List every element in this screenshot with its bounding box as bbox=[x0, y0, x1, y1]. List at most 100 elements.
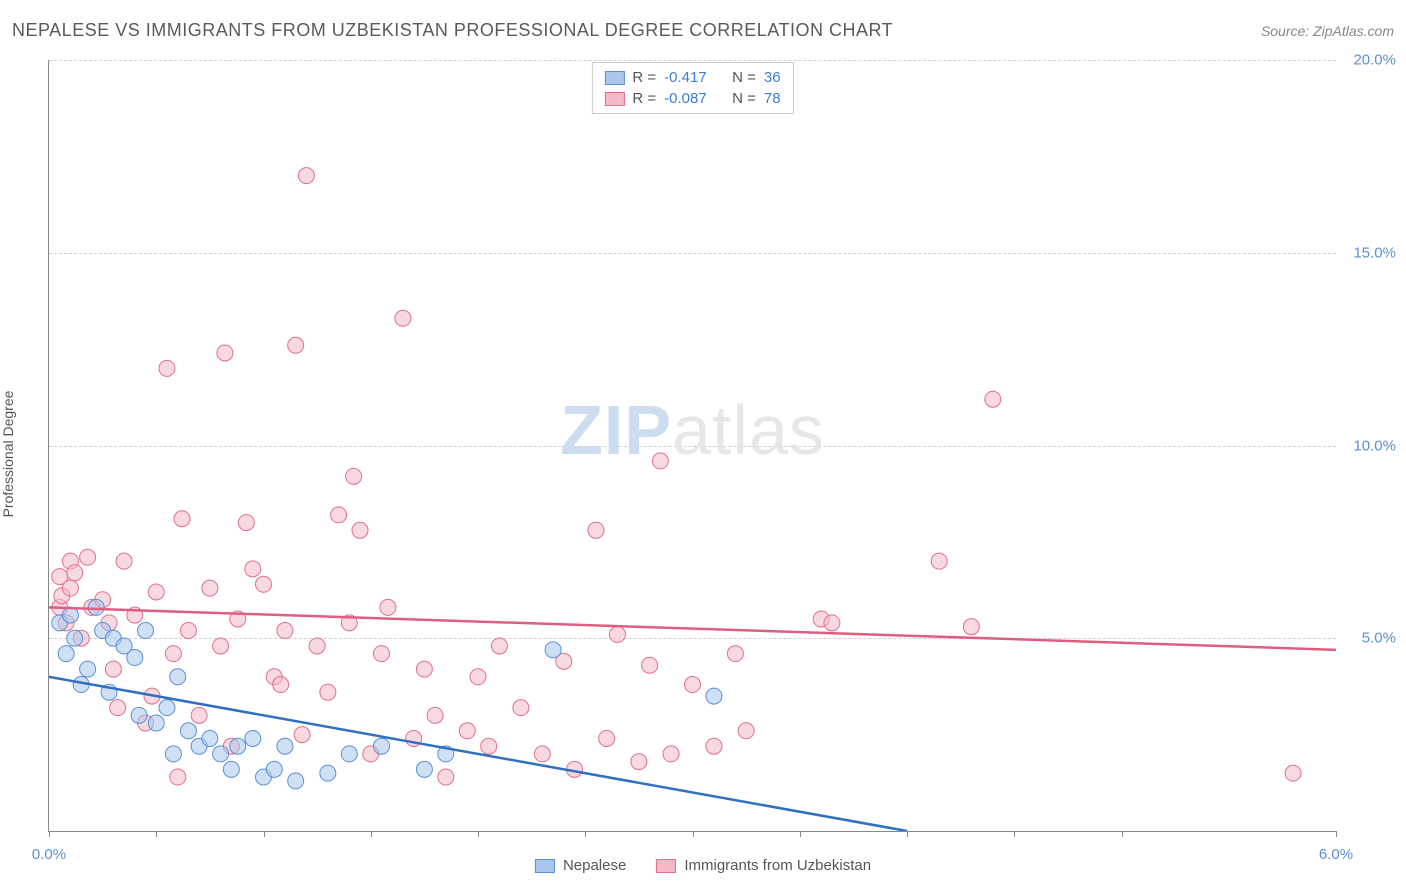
scatter-point bbox=[202, 580, 218, 596]
scatter-point bbox=[599, 730, 615, 746]
r-value: -0.087 bbox=[664, 90, 718, 107]
scatter-point bbox=[191, 707, 207, 723]
legend-series: Nepalese Immigrants from Uzbekistan bbox=[535, 857, 871, 874]
scatter-point bbox=[110, 700, 126, 716]
scatter-point bbox=[513, 700, 529, 716]
x-tick bbox=[693, 831, 694, 837]
x-tick-label: 0.0% bbox=[32, 846, 66, 863]
scatter-svg bbox=[49, 60, 1336, 831]
scatter-point bbox=[256, 576, 272, 592]
scatter-point bbox=[631, 754, 647, 770]
scatter-point bbox=[62, 580, 78, 596]
scatter-point bbox=[180, 623, 196, 639]
chart-title: NEPALESE VS IMMIGRANTS FROM UZBEKISTAN P… bbox=[12, 20, 893, 41]
scatter-point bbox=[545, 642, 561, 658]
scatter-point bbox=[652, 453, 668, 469]
scatter-point bbox=[373, 646, 389, 662]
r-label: R = bbox=[632, 90, 656, 107]
scatter-point bbox=[213, 638, 229, 654]
x-tick bbox=[800, 831, 801, 837]
chart-source: Source: ZipAtlas.com bbox=[1261, 23, 1394, 39]
scatter-point bbox=[331, 507, 347, 523]
x-tick bbox=[156, 831, 157, 837]
scatter-point bbox=[1285, 765, 1301, 781]
legend-series-item: Immigrants from Uzbekistan bbox=[656, 857, 871, 874]
scatter-point bbox=[165, 746, 181, 762]
scatter-point bbox=[459, 723, 475, 739]
scatter-point bbox=[588, 522, 604, 538]
legend-correlation-row: R = -0.087 N = 78 bbox=[604, 88, 780, 109]
x-tick bbox=[1122, 831, 1123, 837]
x-tick bbox=[264, 831, 265, 837]
n-label: N = bbox=[732, 90, 756, 107]
plot-area: ZIPatlas R = -0.417 N = 36 R = -0.087 N … bbox=[48, 60, 1336, 832]
scatter-point bbox=[273, 677, 289, 693]
scatter-point bbox=[277, 623, 293, 639]
scatter-point bbox=[277, 738, 293, 754]
scatter-point bbox=[245, 561, 261, 577]
y-tick-label: 15.0% bbox=[1353, 244, 1396, 261]
legend-correlation: R = -0.417 N = 36 R = -0.087 N = 78 bbox=[591, 62, 793, 114]
scatter-point bbox=[288, 773, 304, 789]
legend-correlation-row: R = -0.417 N = 36 bbox=[604, 67, 780, 88]
scatter-point bbox=[727, 646, 743, 662]
x-tick bbox=[1336, 831, 1337, 837]
scatter-point bbox=[223, 761, 239, 777]
chart-header: NEPALESE VS IMMIGRANTS FROM UZBEKISTAN P… bbox=[12, 20, 1394, 41]
scatter-point bbox=[105, 661, 121, 677]
scatter-point bbox=[824, 615, 840, 631]
scatter-point bbox=[217, 345, 233, 361]
scatter-point bbox=[320, 765, 336, 781]
scatter-point bbox=[963, 619, 979, 635]
scatter-point bbox=[438, 769, 454, 785]
scatter-point bbox=[738, 723, 754, 739]
scatter-point bbox=[294, 727, 310, 743]
scatter-point bbox=[148, 584, 164, 600]
scatter-point bbox=[67, 565, 83, 581]
scatter-point bbox=[470, 669, 486, 685]
legend-series-label: Immigrants from Uzbekistan bbox=[684, 857, 871, 874]
scatter-point bbox=[534, 746, 550, 762]
scatter-point bbox=[148, 715, 164, 731]
scatter-point bbox=[127, 650, 143, 666]
scatter-point bbox=[352, 522, 368, 538]
scatter-point bbox=[309, 638, 325, 654]
scatter-point bbox=[170, 769, 186, 785]
scatter-point bbox=[985, 391, 1001, 407]
legend-series-label: Nepalese bbox=[563, 857, 626, 874]
scatter-point bbox=[138, 623, 154, 639]
scatter-point bbox=[202, 730, 218, 746]
r-label: R = bbox=[632, 69, 656, 86]
n-label: N = bbox=[732, 69, 756, 86]
scatter-point bbox=[58, 646, 74, 662]
legend-swatch-icon bbox=[604, 92, 624, 106]
scatter-point bbox=[373, 738, 389, 754]
scatter-point bbox=[416, 761, 432, 777]
scatter-point bbox=[341, 746, 357, 762]
scatter-point bbox=[491, 638, 507, 654]
scatter-point bbox=[288, 337, 304, 353]
scatter-point bbox=[180, 723, 196, 739]
x-tick bbox=[478, 831, 479, 837]
scatter-point bbox=[663, 746, 679, 762]
x-tick-label: 6.0% bbox=[1319, 846, 1353, 863]
legend-swatch-icon bbox=[656, 859, 676, 873]
scatter-point bbox=[80, 661, 96, 677]
n-value: 78 bbox=[764, 90, 781, 107]
scatter-point bbox=[609, 626, 625, 642]
scatter-point bbox=[320, 684, 336, 700]
scatter-point bbox=[706, 688, 722, 704]
scatter-point bbox=[427, 707, 443, 723]
y-axis-label: Professional Degree bbox=[0, 391, 16, 518]
scatter-point bbox=[706, 738, 722, 754]
y-tick-label: 10.0% bbox=[1353, 437, 1396, 454]
y-tick-label: 20.0% bbox=[1353, 52, 1396, 69]
legend-swatch-icon bbox=[604, 71, 624, 85]
scatter-point bbox=[159, 700, 175, 716]
y-tick-label: 5.0% bbox=[1362, 630, 1396, 647]
scatter-point bbox=[266, 761, 282, 777]
scatter-point bbox=[238, 515, 254, 531]
scatter-point bbox=[67, 630, 83, 646]
legend-swatch-icon bbox=[535, 859, 555, 873]
scatter-point bbox=[159, 360, 175, 376]
